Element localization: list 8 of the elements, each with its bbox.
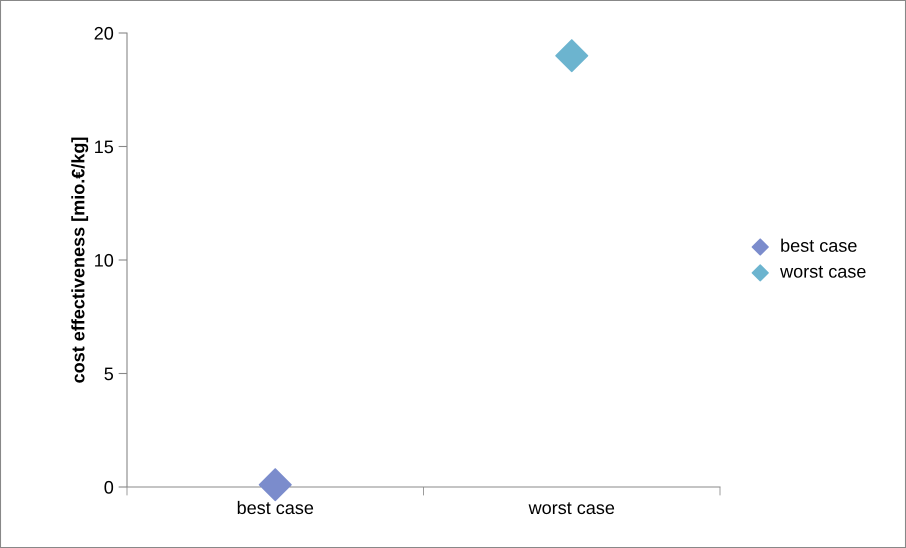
y-tick-label: 0 <box>104 480 114 494</box>
legend-label: worst case <box>780 266 866 278</box>
y-tick-label: 5 <box>104 368 114 380</box>
y-tick-label: 10 <box>95 254 114 267</box>
y-tick-label: 15 <box>95 140 114 154</box>
y-tick-label: 20 <box>94 26 114 40</box>
legend-label: best case <box>781 238 857 252</box>
y-axis-title: cost effectiveness [mio.€/kg] <box>71 138 88 383</box>
